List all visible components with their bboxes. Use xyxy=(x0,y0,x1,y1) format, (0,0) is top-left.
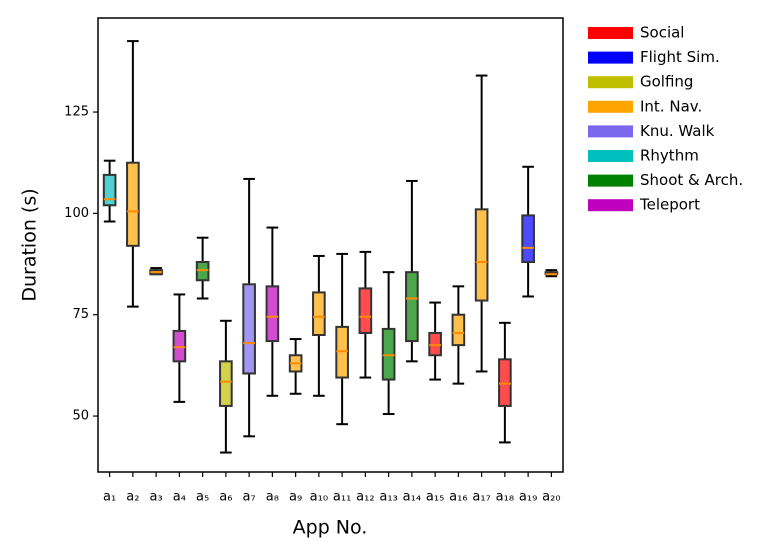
x-tick-label: a₂₀ xyxy=(542,490,560,505)
legend-label: Social xyxy=(640,24,684,42)
y-tick-label: 100 xyxy=(64,206,89,221)
legend-label: Teleport xyxy=(639,196,700,214)
box xyxy=(335,325,349,379)
x-tick-label: a₁₁ xyxy=(333,490,351,505)
x-tick-label: a₁₇ xyxy=(472,490,490,505)
x-tick-label: a₁₀ xyxy=(310,490,328,505)
legend-label: Int. Nav. xyxy=(640,97,702,115)
x-tick-label: a₇ xyxy=(243,490,256,505)
box xyxy=(312,291,326,336)
x-tick-label: a₅ xyxy=(196,490,209,505)
box xyxy=(358,287,373,334)
box xyxy=(242,283,256,375)
box xyxy=(451,313,466,347)
box xyxy=(521,214,535,264)
x-tick-label: a₁ xyxy=(103,490,116,505)
x-tick-label: a₁₂ xyxy=(356,490,374,505)
y-tick-label: 50 xyxy=(72,409,89,424)
x-tick-label: a₄ xyxy=(173,490,186,505)
x-tick-label: a₆ xyxy=(219,490,232,505)
box xyxy=(405,271,419,343)
legend-label: Flight Sim. xyxy=(640,48,720,66)
box xyxy=(265,285,280,343)
box xyxy=(126,161,140,247)
box xyxy=(172,329,187,363)
legend-swatch xyxy=(588,100,633,113)
x-tick-label: a₁₆ xyxy=(449,490,467,505)
box xyxy=(498,358,512,407)
legend-label: Rhythm xyxy=(640,147,699,165)
legend-label: Knu. Walk xyxy=(640,122,715,140)
x-tick-label: a₉ xyxy=(289,490,302,505)
legend-swatch xyxy=(588,150,633,162)
box xyxy=(474,208,489,302)
x-tick-label: a₂ xyxy=(126,490,139,505)
box xyxy=(428,331,442,357)
x-tick-label: a₁₄ xyxy=(403,490,421,505)
y-tick-label: 75 xyxy=(72,307,89,322)
legend-swatch xyxy=(588,174,633,187)
x-axis-label: App No. xyxy=(293,517,368,539)
legend-swatch xyxy=(588,125,633,138)
box xyxy=(381,327,396,381)
x-tick-label: a₃ xyxy=(150,490,163,505)
plot-frame xyxy=(97,17,564,473)
y-tick-label: 125 xyxy=(64,105,89,120)
box xyxy=(219,360,233,407)
legend-swatch xyxy=(588,199,633,212)
legend-swatch xyxy=(588,76,633,89)
x-tick-label: a₁₃ xyxy=(379,490,397,505)
legend-label: Golfing xyxy=(640,73,693,91)
y-axis-label: Duration (s) xyxy=(19,188,41,301)
box xyxy=(195,261,210,282)
legend-swatch xyxy=(588,51,633,64)
legend-swatch xyxy=(588,27,633,39)
x-tick-label: a₁₉ xyxy=(519,490,537,505)
box xyxy=(102,173,117,207)
x-tick-label: a₈ xyxy=(266,490,279,505)
x-tick-label: a₁₈ xyxy=(496,490,514,505)
x-tick-label: a₁₅ xyxy=(426,490,444,505)
legend-label: Shoot & Arch. xyxy=(640,171,743,189)
